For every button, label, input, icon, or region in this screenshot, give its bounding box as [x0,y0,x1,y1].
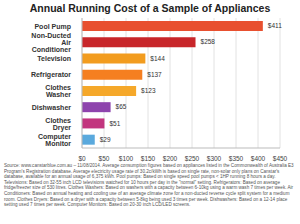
svg-text:Non-DuctedAirConditioner: Non-DuctedAirConditioner [31,32,71,53]
svg-text:$450: $450 [273,155,288,162]
svg-text:Pool Pump: Pool Pump [34,23,71,31]
svg-text:Television: Television [37,55,71,62]
svg-text:$258: $258 [201,38,216,45]
svg-text:$29: $29 [100,136,111,143]
svg-text:Dishwasher: Dishwasher [32,104,72,111]
svg-text:$300: $300 [207,155,222,162]
svg-text:ClothesWasher: ClothesWasher [45,84,71,98]
svg-text:$65: $65 [116,103,127,110]
svg-text:ComputerMonitor: ComputerMonitor [38,133,71,147]
svg-text:$51: $51 [109,120,120,127]
svg-text:$0: $0 [78,155,86,162]
html-text:Source: www.canstarblue.com.au: Source: www.canstarblue.com.au – 11/08/2… [4,163,294,208]
svg-text:$50: $50 [99,155,110,162]
svg-text:$150: $150 [141,155,156,162]
svg-text:ClothesDryer: ClothesDryer [45,117,71,132]
svg-text:Refrigerator: Refrigerator [31,71,71,79]
svg-text:$350: $350 [229,155,244,162]
svg-text:$137: $137 [147,71,162,78]
svg-text:$250: $250 [185,155,200,162]
svg-text:$400: $400 [251,155,266,162]
svg-text:$100: $100 [119,155,134,162]
svg-text:$123: $123 [141,87,156,94]
html-text:Annual Running Cost of a Sampl: Annual Running Cost of a Sample of Appli… [29,2,271,14]
svg-text:$411: $411 [268,22,282,29]
svg-text:$200: $200 [163,155,178,162]
svg-text:$144: $144 [150,55,165,62]
